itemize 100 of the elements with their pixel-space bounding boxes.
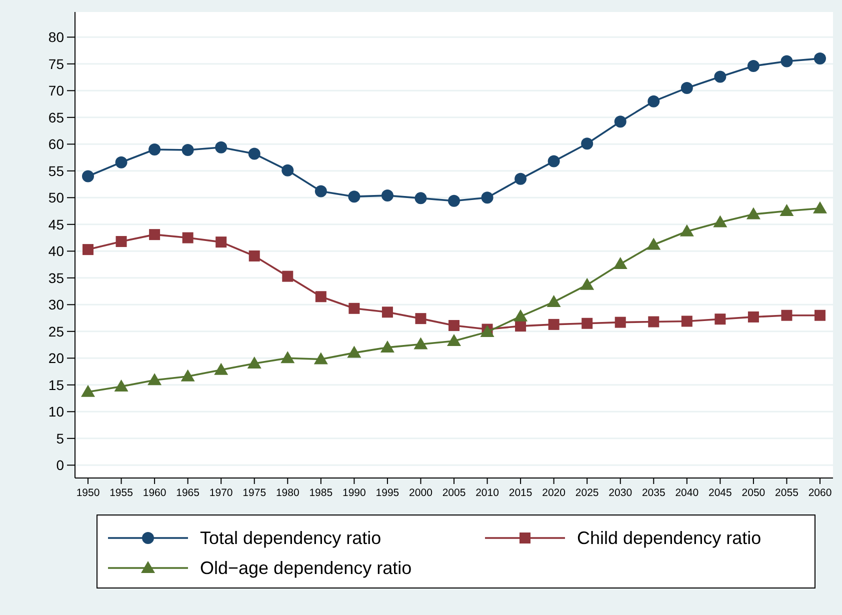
- x-tick-label: 1955: [110, 487, 134, 499]
- x-tick-label: 1970: [209, 487, 233, 499]
- y-tick-label: 0: [56, 457, 64, 474]
- point: [681, 316, 692, 327]
- point: [680, 224, 694, 236]
- x-tick-label: 2040: [675, 487, 699, 499]
- x-tick-label: 1995: [376, 487, 400, 499]
- x-tick-label: 1990: [342, 487, 366, 499]
- y-tick-label: 65: [48, 109, 64, 126]
- point: [115, 156, 128, 168]
- point: [814, 310, 826, 321]
- y-tick-label: 35: [48, 270, 64, 286]
- point: [381, 190, 394, 202]
- point: [82, 244, 94, 256]
- point: [280, 351, 295, 364]
- x-tick-label: 2035: [642, 487, 666, 499]
- point: [82, 170, 94, 182]
- point: [748, 311, 759, 322]
- point: [548, 318, 560, 330]
- point: [713, 215, 728, 228]
- point: [380, 340, 394, 352]
- x-tick-label: 1965: [176, 487, 200, 499]
- point: [414, 192, 427, 204]
- point: [448, 320, 460, 332]
- y-tick-label: 70: [48, 82, 64, 99]
- legend-label: Total dependency ratio: [200, 528, 382, 548]
- point: [746, 207, 760, 220]
- point: [580, 278, 594, 290]
- y-tick-label: 20: [48, 350, 64, 366]
- point: [747, 60, 760, 72]
- point: [514, 172, 527, 185]
- point: [282, 164, 294, 176]
- point: [182, 144, 194, 156]
- point: [149, 229, 160, 240]
- y-tick-label: 45: [48, 216, 64, 232]
- x-tick-label: 2025: [575, 487, 599, 499]
- point: [215, 141, 228, 154]
- point: [315, 291, 326, 302]
- point: [447, 334, 461, 346]
- point: [515, 320, 526, 332]
- y-tick-label: 30: [48, 296, 64, 313]
- point: [582, 318, 593, 329]
- point: [347, 346, 362, 358]
- x-tick-label: 2030: [608, 487, 632, 499]
- point: [216, 236, 227, 248]
- x-tick-label: 1975: [242, 487, 266, 499]
- y-tick-label: 25: [48, 323, 64, 340]
- y-tick-label: 50: [48, 190, 64, 206]
- x-tick-label: 2050: [742, 487, 766, 499]
- point: [116, 236, 127, 248]
- point: [282, 270, 294, 282]
- point: [148, 373, 162, 386]
- point: [248, 250, 260, 262]
- point: [514, 309, 528, 322]
- y-tick-label: 55: [48, 162, 64, 179]
- point: [780, 204, 794, 216]
- point: [781, 310, 792, 321]
- x-tick-label: 2015: [508, 487, 532, 499]
- point: [348, 302, 360, 314]
- x-tick-label: 2020: [542, 487, 566, 499]
- point: [81, 384, 95, 397]
- y-tick-label: 80: [48, 29, 64, 46]
- point: [680, 82, 693, 94]
- x-tick-label: 2045: [708, 487, 732, 499]
- point: [648, 95, 660, 108]
- x-tick-label: 2055: [775, 487, 799, 499]
- y-tick-label: 10: [48, 404, 64, 420]
- point: [314, 352, 328, 364]
- point: [180, 369, 195, 382]
- x-tick-label: 1950: [76, 487, 100, 499]
- point: [648, 316, 660, 328]
- point: [714, 314, 726, 325]
- point: [314, 185, 327, 198]
- point: [614, 316, 626, 328]
- point: [814, 52, 826, 65]
- point: [414, 337, 428, 350]
- x-tick-label: 2060: [808, 487, 832, 499]
- point: [348, 190, 360, 203]
- point: [581, 138, 594, 150]
- x-tick-label: 1985: [309, 487, 333, 499]
- legend-label: Old−age dependency ratio: [200, 558, 412, 578]
- point: [714, 70, 726, 83]
- point: [214, 362, 228, 375]
- legend-label: Child dependency ratio: [577, 528, 762, 548]
- y-tick-label: 5: [56, 430, 64, 446]
- x-tick-label: 1980: [276, 487, 300, 499]
- point: [248, 148, 260, 160]
- point: [182, 232, 194, 244]
- point: [613, 256, 628, 269]
- point: [780, 55, 793, 68]
- point: [646, 238, 661, 250]
- point: [148, 144, 161, 156]
- x-tick-label: 2005: [442, 487, 466, 499]
- point: [614, 116, 626, 128]
- point: [481, 192, 494, 204]
- point: [548, 155, 560, 168]
- point: [114, 380, 128, 392]
- y-tick-label: 40: [48, 243, 64, 260]
- y-tick-label: 60: [48, 136, 64, 152]
- point: [415, 313, 426, 324]
